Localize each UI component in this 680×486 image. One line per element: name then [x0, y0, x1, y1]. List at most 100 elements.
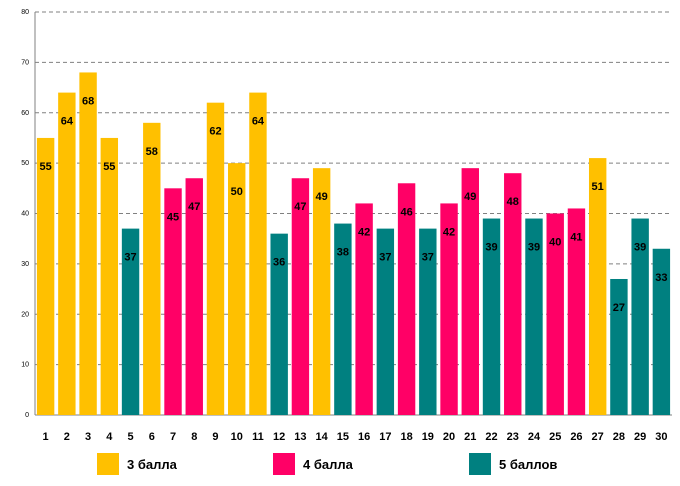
x-tick-label-15: 15: [337, 431, 349, 443]
bar-5: [121, 228, 140, 415]
x-tick-label-1: 1: [43, 431, 49, 443]
bar-28: [610, 278, 628, 415]
bar-1: [36, 137, 55, 415]
y-tick-label: 20: [21, 311, 29, 318]
x-tick-label-18: 18: [400, 431, 412, 443]
bar-7: [164, 188, 182, 415]
bar-23: [504, 173, 522, 415]
value-label-26: 41: [570, 231, 582, 243]
x-tick-label-25: 25: [549, 431, 561, 443]
value-label-17: 37: [379, 252, 391, 264]
bar-27: [588, 158, 607, 415]
value-label-13: 47: [294, 201, 306, 213]
bar-14: [312, 168, 331, 415]
value-label-24: 39: [528, 242, 540, 254]
value-label-28: 27: [613, 302, 625, 314]
bar-16: [355, 203, 373, 415]
x-tick-label-24: 24: [528, 431, 541, 443]
x-tick-label-29: 29: [634, 431, 646, 443]
bar-9: [206, 102, 225, 416]
value-label-16: 42: [358, 226, 370, 238]
bar-24: [525, 218, 543, 415]
value-label-6: 58: [146, 146, 158, 158]
y-tick-label: 50: [21, 160, 29, 167]
x-tick-label-28: 28: [613, 431, 625, 443]
value-label-18: 46: [400, 206, 412, 218]
x-tick-label-2: 2: [64, 431, 70, 443]
x-tick-label-26: 26: [570, 431, 582, 443]
bar-15: [334, 223, 352, 415]
value-label-2: 64: [61, 116, 74, 128]
y-tick-label: 30: [21, 261, 29, 268]
legend-item-5: 5 баллов: [469, 453, 557, 475]
value-label-15: 38: [337, 247, 349, 259]
value-label-7: 45: [167, 211, 179, 223]
y-tick-label: 80: [21, 9, 29, 16]
x-tick-label-11: 11: [252, 431, 264, 443]
value-label-11: 64: [252, 116, 265, 128]
bar-2: [58, 92, 76, 415]
value-label-30: 33: [655, 272, 667, 284]
x-tick-label-9: 9: [212, 431, 218, 443]
x-tick-label-30: 30: [655, 431, 667, 443]
x-tick-label-12: 12: [273, 431, 285, 443]
bar-26: [567, 208, 586, 415]
bar-10: [228, 163, 246, 415]
value-label-20: 42: [443, 226, 455, 238]
bar-20: [440, 203, 458, 415]
legend-label-5: 5 баллов: [499, 456, 558, 472]
legend-swatch-4: [273, 453, 295, 475]
value-label-21: 49: [464, 191, 476, 203]
legend-swatch-3: [97, 453, 119, 475]
x-tick-label-3: 3: [85, 431, 91, 443]
bar-19: [419, 228, 437, 415]
value-label-10: 50: [231, 186, 243, 198]
x-tick-label-19: 19: [422, 431, 434, 443]
bar-3: [79, 72, 97, 415]
value-label-29: 39: [634, 242, 646, 254]
bar-22: [482, 218, 501, 415]
bar-12: [270, 233, 288, 415]
bar-25: [546, 213, 564, 415]
x-tick-label-13: 13: [294, 431, 306, 443]
value-label-23: 48: [507, 196, 519, 208]
y-tick-label: 10: [21, 362, 29, 369]
x-tick-label-5: 5: [127, 431, 133, 443]
x-tick-label-23: 23: [507, 431, 519, 443]
x-tick-label-17: 17: [379, 431, 391, 443]
bar-29: [631, 218, 649, 415]
value-label-8: 47: [188, 201, 200, 213]
x-tick-label-21: 21: [464, 431, 476, 443]
x-tick-label-6: 6: [149, 431, 155, 443]
y-tick-label: 60: [21, 110, 29, 117]
y-tick-label: 70: [21, 59, 29, 66]
x-tick-label-20: 20: [443, 431, 455, 443]
bar-21: [461, 168, 479, 415]
legend-label-3: 3 балла: [127, 456, 177, 472]
value-label-3: 68: [82, 95, 94, 107]
x-tick-label-4: 4: [106, 431, 113, 443]
y-tick-label: 0: [25, 412, 29, 419]
legend-item-4: 4 балла: [273, 453, 353, 475]
value-label-22: 39: [485, 242, 497, 254]
legend-label-4: 4 балла: [303, 456, 353, 472]
y-tick-label: 40: [21, 211, 29, 218]
value-label-12: 36: [273, 257, 285, 269]
value-label-19: 37: [422, 252, 434, 264]
bar-8: [185, 178, 203, 415]
x-tick-label-7: 7: [170, 431, 176, 443]
x-tick-label-8: 8: [191, 431, 197, 443]
value-label-1: 55: [39, 161, 51, 173]
bar-11: [249, 92, 267, 415]
bar-4: [100, 137, 119, 415]
x-tick-label-14: 14: [316, 431, 329, 443]
bar-13: [291, 178, 310, 415]
value-label-5: 37: [124, 252, 136, 264]
x-tick-label-10: 10: [231, 431, 243, 443]
bar-6: [143, 122, 161, 415]
x-tick-label-22: 22: [485, 431, 497, 443]
value-label-9: 62: [209, 126, 221, 138]
x-tick-label-27: 27: [592, 431, 604, 443]
value-label-27: 51: [592, 181, 604, 193]
